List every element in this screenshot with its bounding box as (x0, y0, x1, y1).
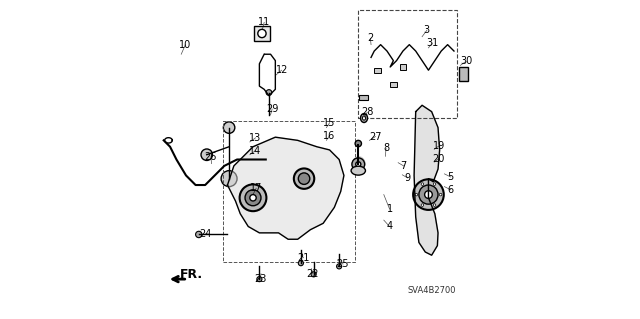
Bar (254, 26, 270, 41)
Circle shape (415, 193, 418, 196)
Circle shape (439, 193, 442, 196)
Circle shape (421, 204, 424, 206)
Bar (459, 67, 468, 81)
Text: 16: 16 (323, 130, 336, 141)
Text: 24: 24 (200, 228, 212, 239)
Circle shape (355, 140, 362, 147)
Bar (223, 121, 355, 262)
Text: 21: 21 (297, 253, 310, 263)
Text: 20: 20 (433, 154, 445, 164)
Text: 27: 27 (369, 131, 381, 142)
Circle shape (221, 171, 237, 187)
Bar (359, 95, 369, 100)
Circle shape (421, 183, 424, 185)
Circle shape (223, 122, 235, 133)
Text: 25: 25 (337, 259, 349, 269)
Circle shape (311, 272, 316, 277)
Text: 15: 15 (323, 118, 336, 128)
Text: 11: 11 (258, 17, 270, 27)
Circle shape (294, 168, 314, 189)
Circle shape (413, 179, 444, 210)
Ellipse shape (351, 166, 365, 175)
Text: 31: 31 (426, 38, 438, 48)
Text: 6: 6 (448, 185, 454, 195)
Text: 8: 8 (383, 143, 389, 153)
Text: 7: 7 (401, 161, 406, 171)
Text: 29: 29 (266, 104, 278, 114)
Circle shape (298, 173, 310, 184)
Bar (400, 64, 406, 70)
Circle shape (352, 158, 365, 171)
Text: 26: 26 (205, 152, 217, 162)
Text: 19: 19 (433, 141, 445, 151)
Polygon shape (414, 105, 440, 255)
Circle shape (419, 185, 438, 204)
Circle shape (258, 29, 266, 38)
Circle shape (257, 277, 262, 282)
Circle shape (433, 183, 436, 185)
Circle shape (266, 90, 272, 95)
Text: FR.: FR. (180, 268, 203, 281)
Circle shape (196, 231, 202, 238)
Text: 5: 5 (447, 172, 454, 182)
Circle shape (250, 195, 256, 201)
Text: 10: 10 (179, 40, 191, 50)
Circle shape (201, 149, 212, 160)
Text: 30: 30 (460, 56, 472, 66)
Bar (358, 10, 456, 118)
Bar (390, 82, 397, 87)
Ellipse shape (360, 114, 367, 122)
Text: 2: 2 (367, 33, 374, 43)
Text: 3: 3 (424, 25, 430, 35)
Circle shape (337, 264, 342, 269)
Text: 1: 1 (387, 204, 392, 214)
Polygon shape (227, 137, 344, 239)
Circle shape (239, 184, 266, 211)
Text: 9: 9 (404, 173, 411, 183)
Text: 14: 14 (250, 145, 262, 156)
Text: 28: 28 (361, 107, 373, 117)
Text: 4: 4 (387, 221, 392, 232)
Text: 13: 13 (250, 133, 262, 143)
Circle shape (424, 191, 432, 198)
Circle shape (245, 190, 261, 206)
Circle shape (433, 204, 436, 206)
Ellipse shape (362, 116, 365, 120)
Circle shape (356, 162, 361, 167)
Text: 23: 23 (254, 274, 266, 284)
Bar (374, 68, 381, 73)
Text: 12: 12 (276, 65, 288, 75)
Text: 22: 22 (307, 269, 319, 279)
Circle shape (298, 261, 303, 266)
Text: SVA4B2700: SVA4B2700 (408, 286, 456, 295)
Text: 17: 17 (250, 183, 262, 193)
